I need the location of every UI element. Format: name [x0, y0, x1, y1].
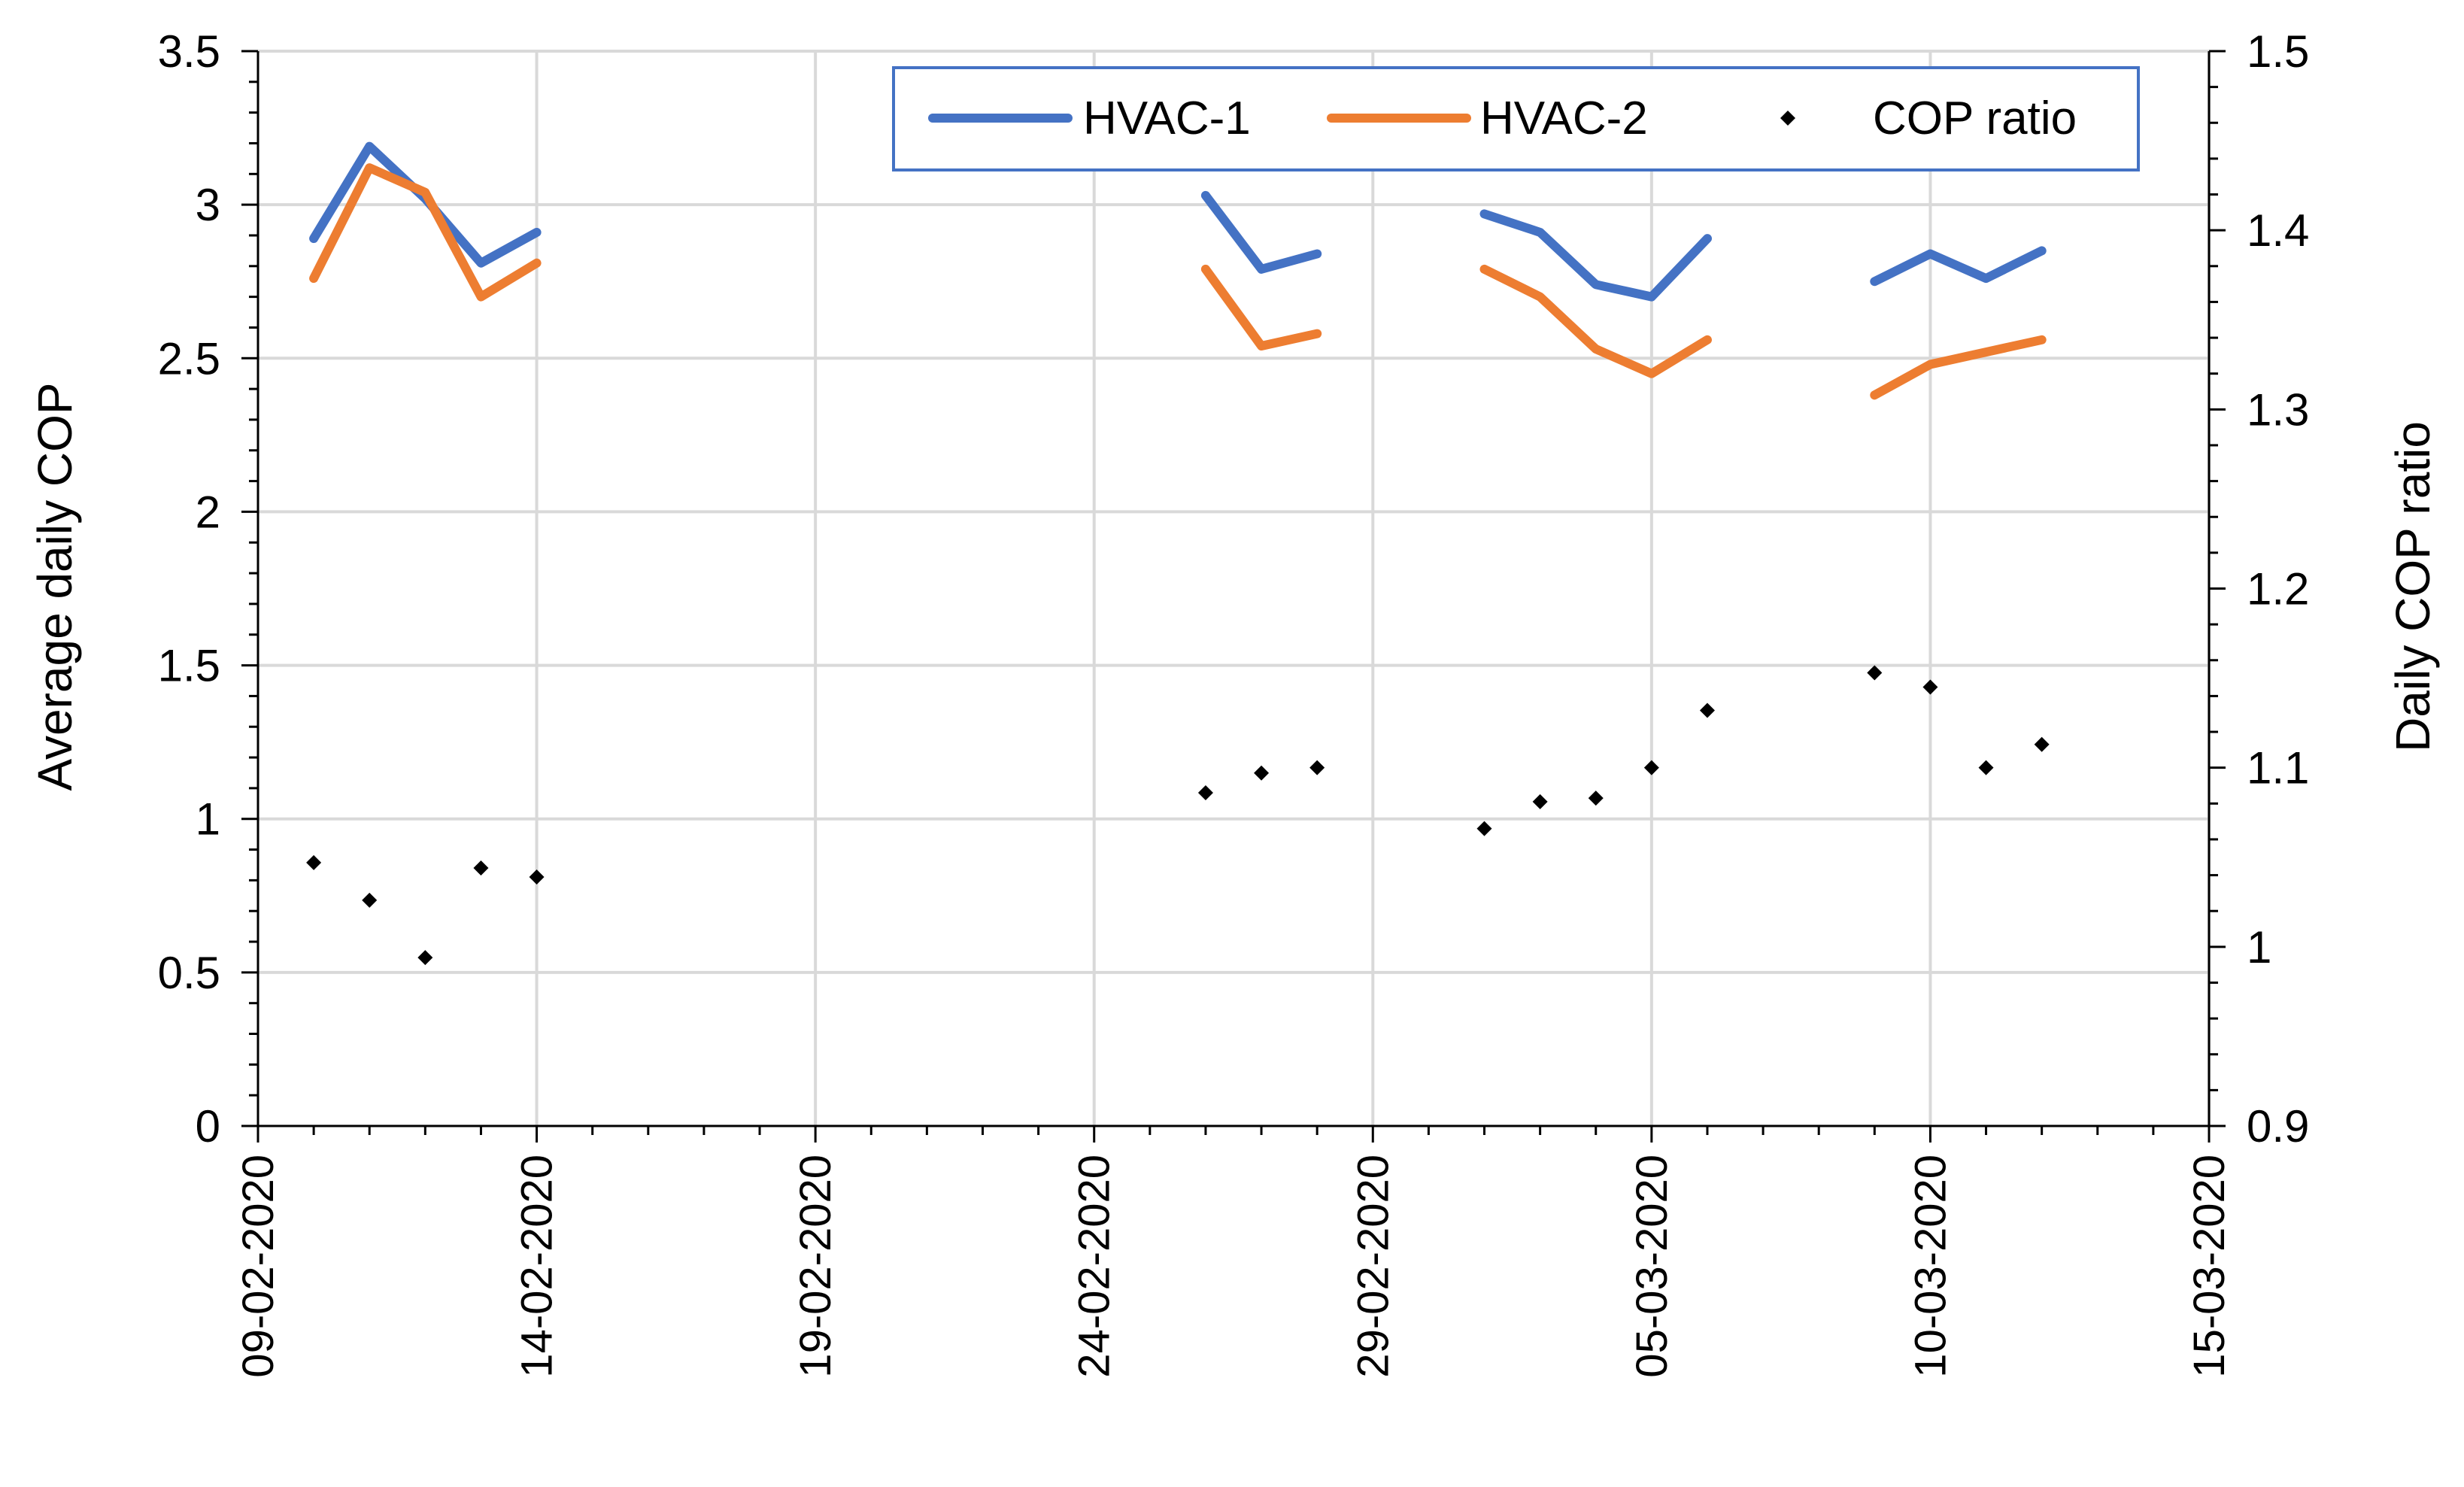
x-tick-label: 14-02-2020	[513, 1155, 562, 1378]
cop-ratio-point	[1532, 794, 1548, 809]
y-tick-label: 0	[196, 1101, 220, 1152]
hvac-2-line-segment	[1870, 335, 2047, 400]
cop-ratio-point	[1197, 785, 1213, 801]
y2-tick-label: 1.2	[2247, 564, 2309, 615]
cop-ratio-point	[1867, 665, 1883, 681]
hvac-2-line-segment	[1200, 264, 1322, 351]
y2-axis-title: Daily COP ratio	[2386, 421, 2440, 752]
y-tick-label: 1.5	[158, 641, 220, 691]
cop-ratio-point	[1978, 760, 1994, 775]
y-tick-label: 3	[196, 180, 220, 230]
cop-ratio-point	[1699, 703, 1715, 718]
y2-tick-label: 1.1	[2247, 743, 2309, 794]
y2-tick-label: 1.3	[2247, 384, 2309, 435]
cop-ratio-point	[1309, 760, 1325, 775]
cop-ratio-point	[2034, 736, 2050, 752]
y-tick-label: 2.5	[158, 333, 220, 384]
legend-box	[892, 66, 2140, 171]
y2-tick-label: 1.5	[2247, 26, 2309, 77]
cop-ratio-point	[1476, 821, 1492, 836]
x-tick-label: 29-02-2020	[1349, 1155, 1397, 1378]
cop-ratio-point	[362, 892, 378, 908]
legend: HVAC-1 HVAC-2 COP ratio	[892, 66, 2140, 171]
cop-ratio-point	[1922, 679, 1938, 695]
y2-tick-label: 1	[2247, 922, 2271, 973]
cop-ratio-point	[306, 854, 322, 870]
hvac-2-line-segment	[309, 163, 542, 302]
x-tick-label: 09-02-2020	[234, 1155, 283, 1378]
cop-ratio-point	[1254, 765, 1270, 781]
y-tick-label: 2	[196, 487, 220, 537]
y-tick-label: 3.5	[158, 26, 220, 77]
x-tick-label: 19-02-2020	[791, 1155, 840, 1378]
hvac-1-line-segment	[1200, 190, 1322, 274]
x-tick-label: 24-02-2020	[1070, 1155, 1119, 1378]
legend-cop-ratio-marker	[1780, 111, 1795, 126]
hvac-2-line-segment	[1479, 264, 1712, 378]
hvac-1-line-segment	[1479, 209, 1712, 302]
legend-hvac2-label: HVAC-2	[1480, 93, 1648, 144]
y-tick-label: 1	[196, 794, 220, 845]
legend-cop-ratio-label: COP ratio	[1873, 93, 2077, 144]
cop-ratio-point	[417, 950, 433, 966]
y2-tick-label: 1.4	[2247, 205, 2309, 256]
x-tick-label: 15-03-2020	[2185, 1155, 2234, 1378]
cop-ratio-point	[473, 860, 489, 876]
hvac-1-line-segment	[1870, 246, 2047, 287]
legend-hvac1-label: HVAC-1	[1083, 93, 1251, 144]
plot-series	[306, 141, 2050, 966]
y-tick-label: 0.5	[158, 948, 220, 998]
axes	[241, 50, 2226, 1143]
x-tick-label: 10-03-2020	[1906, 1155, 1955, 1378]
cop-ratio-point	[1588, 791, 1604, 806]
cop-ratio-point	[1643, 760, 1659, 775]
x-tick-label: 05-03-2020	[1628, 1155, 1677, 1378]
y2-tick-label: 0.9	[2247, 1101, 2309, 1152]
y-axis-title: Average daily COP	[28, 382, 82, 791]
cop-ratio-point	[529, 869, 545, 885]
tick-labels: 0 0.5 1 1.5 2 2.5 3 3.5 09-02-2020 14-02-2020 19-0…	[158, 26, 2310, 1378]
